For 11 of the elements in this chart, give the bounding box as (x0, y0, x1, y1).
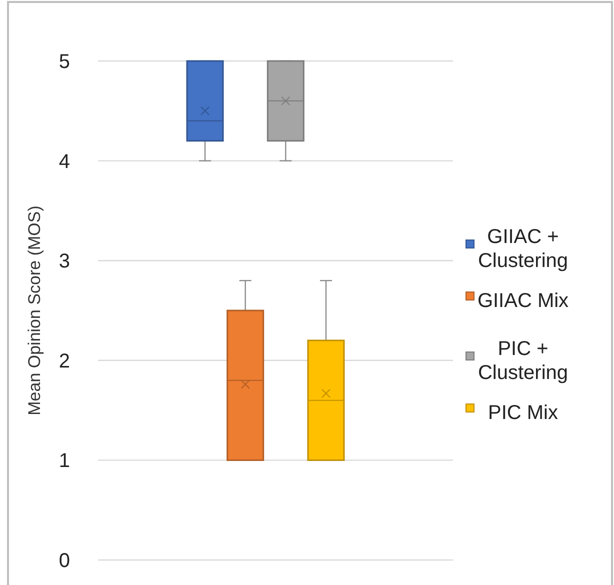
y-tick-label: 5 (58, 51, 70, 73)
y-tick-label: 4 (58, 150, 70, 173)
legend-label: GIIAC Mix (477, 290, 569, 312)
y-tick-label: 3 (58, 250, 70, 273)
legend-label: PIC Mix (488, 402, 558, 424)
y-tick-label: 1 (58, 450, 70, 472)
legend-label: GIIAC + Clustering (478, 226, 568, 272)
y-axis-title: Mean Opinion Score (MOS) (25, 206, 44, 416)
y-tick-label: 0 (58, 550, 70, 572)
y-tick-label: 2 (58, 350, 70, 372)
legend-label: PIC + Clustering (478, 338, 568, 384)
